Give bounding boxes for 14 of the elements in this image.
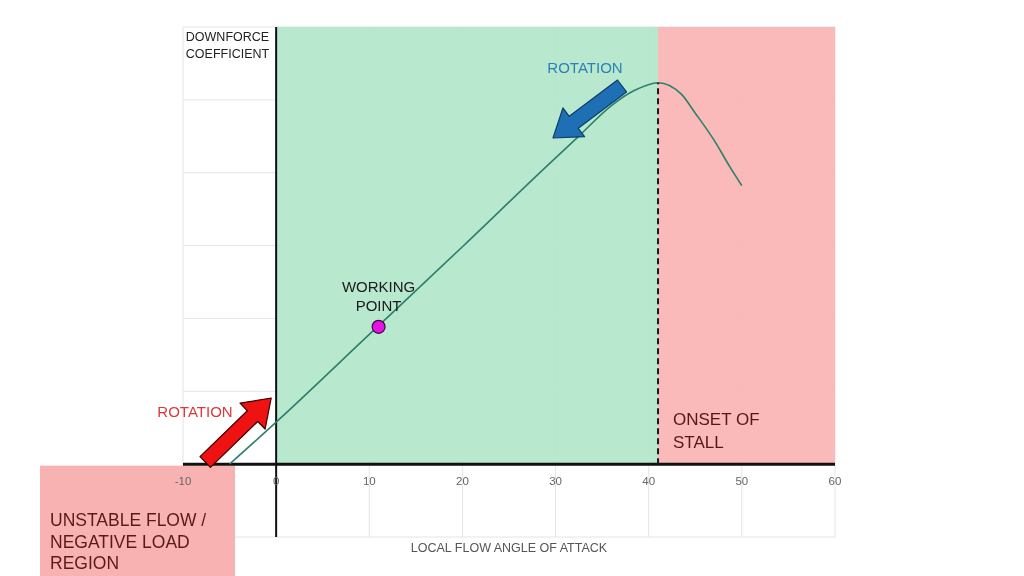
x-tick-label: 30 [549,475,562,488]
annotation: ROTATION [156,402,234,421]
text: ROTATION [546,58,624,77]
x-tick-label: 40 [642,475,656,488]
x-tick-label: 50 [735,475,749,488]
ref-line-label: ONSET OF STALL [673,409,761,455]
series-label: WORKING POINT [340,276,417,315]
x-axis-title: LOCAL FLOW ANGLE OF ATTACK [410,541,608,555]
x-tick-label: -10 [174,475,192,488]
x-tick-label: 20 [456,475,469,488]
x-tick-label: 10 [362,475,376,488]
x-tick-label: 60 [828,475,842,488]
text: UNSTABLE FLOW / NEGATIVE LOAD REGION [50,510,208,575]
y-axis-title: DOWNFORCE COEFFICIENT [184,29,270,63]
